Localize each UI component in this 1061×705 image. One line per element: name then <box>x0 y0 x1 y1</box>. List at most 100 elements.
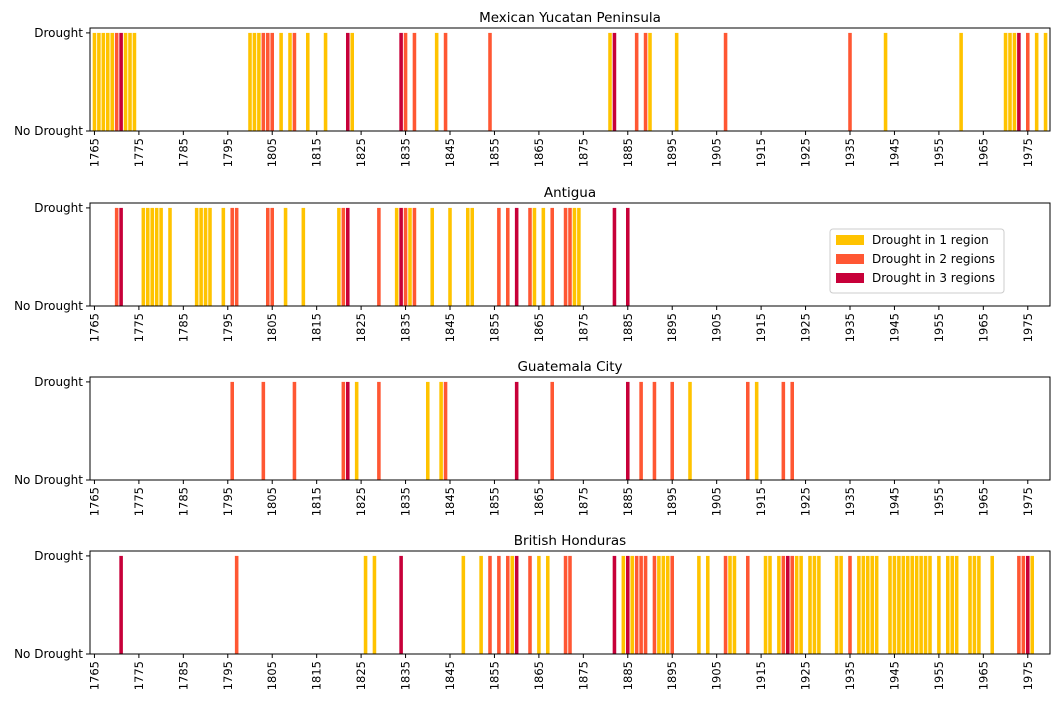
legend-label-2: Drought in 2 regions <box>872 252 995 266</box>
drought-bar <box>914 555 919 654</box>
panel-0: Mexican Yucatan Peninsula No Drought Droug… <box>14 10 1051 167</box>
x-tick-label: 1895 <box>665 661 679 690</box>
x-tick-label: 1835 <box>399 487 413 516</box>
drought-bar <box>777 555 781 654</box>
y-tick-label: Drought <box>34 26 83 40</box>
x-tick-label: 1965 <box>976 487 990 516</box>
drought-bar <box>506 555 510 654</box>
drought-bar <box>790 555 794 654</box>
drought-bar <box>479 555 483 654</box>
drought-bar <box>723 555 728 654</box>
drought-bar <box>350 32 354 131</box>
drought-bar <box>234 207 239 306</box>
x-tick-label: 1945 <box>887 313 901 342</box>
drought-bar <box>506 207 510 306</box>
y-tick-label: Drought <box>34 375 83 389</box>
y-tick-label: No Drought <box>14 647 83 661</box>
x-tick-label: 1815 <box>310 138 324 167</box>
drought-bar <box>399 32 403 131</box>
drought-bar <box>399 555 403 654</box>
drought-bar <box>470 207 474 306</box>
drought-bar <box>954 555 959 654</box>
x-tick-label: 1765 <box>87 138 101 167</box>
x-tick-label: 1775 <box>132 487 146 516</box>
axes-frame <box>89 202 1051 307</box>
x-tick-label: 1825 <box>354 138 368 167</box>
drought-bar <box>728 555 732 654</box>
x-tick-label: 1905 <box>710 661 724 690</box>
drought-bar <box>510 555 514 654</box>
drought-bar <box>657 555 661 654</box>
drought-bar <box>768 555 772 654</box>
x-tick-label: 1895 <box>665 487 679 516</box>
drought-bar <box>354 381 359 480</box>
drought-bar <box>203 207 208 306</box>
x-tick-label: 1845 <box>443 313 457 342</box>
x-tick-label: 1865 <box>532 313 546 342</box>
drought-bar <box>634 555 639 654</box>
drought-bar <box>234 555 239 654</box>
drought-bar <box>363 555 368 654</box>
x-tick-label: 1825 <box>354 313 368 342</box>
drought-bar <box>799 555 803 654</box>
x-tick-label: 1925 <box>799 138 813 167</box>
x-tick-label: 1775 <box>132 138 146 167</box>
x-tick-label: 1965 <box>976 138 990 167</box>
drought-bar <box>514 207 519 306</box>
x-tick-label: 1835 <box>399 138 413 167</box>
drought-bar <box>443 381 448 480</box>
drought-bar <box>883 32 888 131</box>
drought-bar <box>834 555 839 654</box>
drought-bar <box>412 32 417 131</box>
panel-title: Guatemala City <box>517 359 622 375</box>
drought-bar <box>119 555 123 654</box>
y-tick-label: Drought <box>34 549 83 563</box>
panel-2: Guatemala City No Drought Drought 1765 1775 1… <box>14 359 1051 516</box>
drought-bar <box>279 32 283 131</box>
drought-bar <box>337 207 341 306</box>
axes-frame <box>89 376 1051 481</box>
x-tick-label: 1835 <box>399 313 413 342</box>
drought-bar <box>892 555 897 654</box>
drought-bar <box>612 555 617 654</box>
drought-bar <box>652 381 657 480</box>
drought-bar <box>643 32 648 131</box>
drought-bar <box>910 555 914 654</box>
x-tick-label: 1855 <box>487 487 501 516</box>
drought-bar <box>394 207 399 306</box>
drought-bar <box>266 207 270 306</box>
drought-bar <box>848 32 852 131</box>
drought-bar <box>257 32 261 131</box>
x-tick-label: 1945 <box>887 661 901 690</box>
x-tick-label: 1945 <box>887 138 901 167</box>
drought-bar <box>786 555 790 654</box>
drought-bar <box>377 207 381 306</box>
drought-bar <box>248 32 252 131</box>
drought-bar <box>497 207 501 306</box>
x-tick-label: 1775 <box>132 313 146 342</box>
drought-bar <box>648 32 652 131</box>
x-tick-label: 1795 <box>221 313 235 342</box>
drought-bar <box>923 555 928 654</box>
x-tick-label: 1805 <box>265 138 279 167</box>
drought-bar <box>208 207 212 306</box>
drought-bar <box>874 555 879 654</box>
drought-bar <box>937 555 941 654</box>
y-tick-label: Drought <box>34 201 83 215</box>
drought-bar <box>528 555 532 654</box>
x-tick-label: 1885 <box>621 661 635 690</box>
x-tick-label: 1785 <box>176 138 190 167</box>
drought-bar <box>763 555 768 654</box>
drought-bar <box>839 555 843 654</box>
x-tick-label: 1915 <box>754 661 768 690</box>
drought-bar <box>550 207 554 306</box>
drought-bar <box>817 555 821 654</box>
drought-bar <box>261 32 266 131</box>
x-tick-label: 1875 <box>576 138 590 167</box>
x-tick-label: 1885 <box>621 313 635 342</box>
x-tick-label: 1895 <box>665 313 679 342</box>
drought-bar <box>528 207 532 306</box>
drought-bar <box>661 555 666 654</box>
x-tick-label: 1855 <box>487 138 501 167</box>
x-tick-label: 1975 <box>1021 138 1035 167</box>
